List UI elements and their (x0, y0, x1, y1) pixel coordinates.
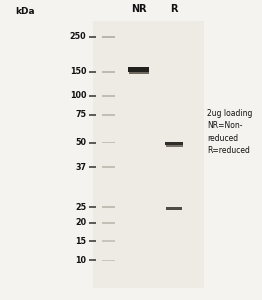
Text: R: R (171, 4, 178, 14)
Bar (102, 166, 115, 168)
Text: 50: 50 (75, 138, 86, 147)
Text: 2ug loading
NR=Non-
reduced
R=reduced: 2ug loading NR=Non- reduced R=reduced (207, 109, 252, 155)
Bar (165, 142, 183, 145)
Text: 25: 25 (75, 202, 86, 211)
Bar (157, 21, 191, 288)
Bar (102, 222, 115, 224)
Bar (102, 35, 115, 38)
Text: 150: 150 (70, 68, 86, 76)
Bar (102, 241, 115, 242)
Bar (102, 260, 115, 261)
Text: 20: 20 (75, 218, 86, 227)
Text: 75: 75 (75, 110, 86, 119)
Bar (102, 142, 115, 143)
Text: 37: 37 (75, 163, 86, 172)
Bar (102, 206, 115, 208)
Bar (93, 21, 204, 288)
Text: 250: 250 (70, 32, 86, 41)
Bar (129, 72, 149, 74)
Bar (166, 145, 183, 147)
Bar (128, 68, 149, 72)
Text: NR: NR (131, 4, 147, 14)
Bar (102, 95, 115, 97)
Text: 100: 100 (70, 92, 86, 100)
Bar (102, 114, 115, 116)
Text: kDa: kDa (15, 8, 35, 16)
Bar (122, 21, 156, 288)
Text: 10: 10 (75, 256, 86, 265)
Text: 15: 15 (75, 237, 86, 246)
Bar (166, 207, 182, 210)
Bar (102, 71, 115, 73)
